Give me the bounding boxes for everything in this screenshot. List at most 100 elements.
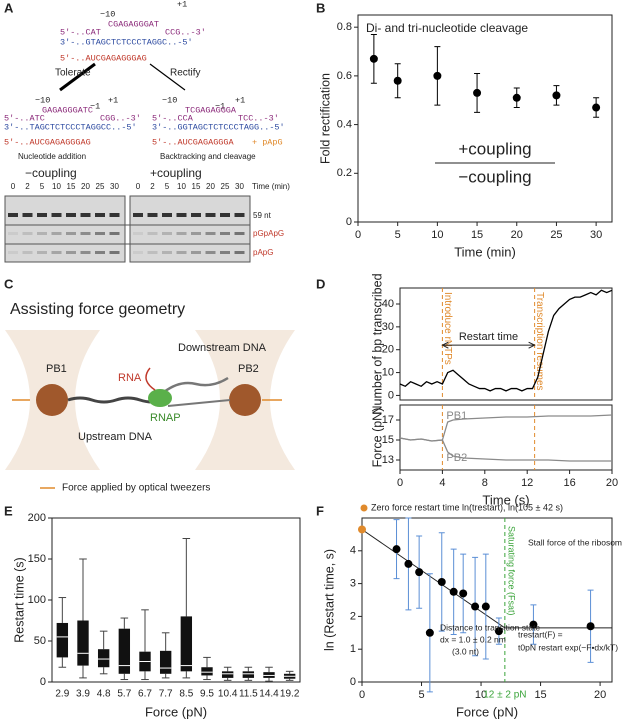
line xyxy=(399,437,612,462)
band xyxy=(162,232,172,235)
x-tick-label: 30 xyxy=(590,229,602,241)
rna xyxy=(145,367,156,391)
point xyxy=(433,71,442,80)
band-label: pApG xyxy=(253,248,273,257)
x-axis-label: Time (min) xyxy=(454,244,516,259)
gel-title: +coupling xyxy=(150,166,202,180)
lane-label: 0 xyxy=(11,182,16,191)
lane-label: 2 xyxy=(25,182,30,191)
x-tick-label: 14.4 xyxy=(259,689,279,700)
point xyxy=(393,76,402,85)
y-tick-label: 17 xyxy=(382,414,394,426)
band xyxy=(191,232,201,235)
y-tick-label: 15 xyxy=(382,434,394,446)
y-tick-label: 200 xyxy=(28,512,46,524)
panel-label: A xyxy=(4,0,14,15)
annotation: t0pN restart exp(−F•dx/kT) xyxy=(518,642,618,652)
band xyxy=(8,251,18,254)
x-tick-label: 2.9 xyxy=(55,689,69,700)
band xyxy=(80,213,91,217)
label: Upstream DNA xyxy=(78,431,153,443)
x-tick-label: 5.7 xyxy=(117,689,131,700)
y-axis-label: Force (pN) xyxy=(370,408,384,468)
pos: +1 xyxy=(177,0,187,9)
point xyxy=(449,587,458,596)
seq: CGAGAGGGAT xyxy=(108,19,159,29)
seq: TCGAGAGGGA xyxy=(185,105,237,115)
box xyxy=(56,622,69,658)
x-tick-label: 11.5 xyxy=(239,689,258,700)
band xyxy=(8,213,18,217)
panel-label: E xyxy=(4,503,13,518)
annotation: Restart time xyxy=(459,331,518,343)
band xyxy=(205,232,216,235)
x-tick-label: 12 xyxy=(521,477,533,489)
lane-label: 10 xyxy=(177,182,186,191)
box xyxy=(242,671,255,678)
pos: −10 xyxy=(100,9,115,19)
lane-label: 15 xyxy=(67,182,76,191)
seq: 5′-..AUCGAGAGGGAG xyxy=(60,53,147,63)
band xyxy=(37,232,47,235)
y-tick-label: 2 xyxy=(350,610,356,622)
x-tick-label: 4.8 xyxy=(97,689,111,700)
label: RNA xyxy=(118,372,142,384)
seq: GAGAGGGATC xyxy=(42,105,93,115)
band xyxy=(37,251,47,254)
band xyxy=(66,251,76,254)
plot-frame xyxy=(357,14,613,223)
pos: −1 xyxy=(90,101,100,111)
annotation: Introduce rNTPs xyxy=(442,292,453,365)
x-tick-label: 20 xyxy=(511,229,523,241)
point xyxy=(392,545,401,554)
y-tick-label: 0 xyxy=(350,676,356,688)
band-label: pGpApG xyxy=(253,229,284,238)
x-tick-label: 5 xyxy=(395,229,401,241)
y-tick-label: 0 xyxy=(346,216,352,228)
annotation: Distance to transition state xyxy=(440,622,540,632)
band xyxy=(133,232,143,235)
panel-label: B xyxy=(316,0,325,15)
y-tick-label: 3 xyxy=(350,578,356,590)
line xyxy=(399,414,613,442)
plot-frame xyxy=(399,287,613,401)
band xyxy=(162,213,172,217)
y-tick-label: 10 xyxy=(382,366,394,378)
x-tick-label: 15 xyxy=(534,689,546,701)
legend: PB1 xyxy=(446,410,467,422)
x-tick-label: 10 xyxy=(475,689,487,701)
pos: −10 xyxy=(35,95,50,105)
seq: 3′-..GGTAGCTCTCCCTAGG..-5′ xyxy=(152,122,285,132)
band xyxy=(162,251,172,254)
annotation: −coupling xyxy=(458,167,531,186)
y-tick-label: 50 xyxy=(34,635,46,647)
seq: 3′-..TAGCTCTCCCTAGGCC..-5′ xyxy=(4,122,137,132)
label: PB2 xyxy=(238,363,259,375)
y-tick-label: 4 xyxy=(350,545,356,557)
point xyxy=(529,620,538,629)
band xyxy=(234,213,245,217)
x-tick-label: 15 xyxy=(471,229,483,241)
dna xyxy=(163,376,229,394)
band xyxy=(22,232,33,235)
band xyxy=(133,213,143,217)
legend: PB2 xyxy=(446,452,467,464)
panel-title: Assisting force geometry xyxy=(10,301,185,318)
y-tick-label: 0.2 xyxy=(337,167,352,179)
band xyxy=(109,232,120,235)
annotation: (3.0 nt) xyxy=(452,646,479,656)
y-tick-label: 100 xyxy=(28,594,46,606)
gel-title: −coupling xyxy=(25,166,77,180)
annotation: Saturating force (Fsat) xyxy=(506,526,516,616)
lane-label: 30 xyxy=(235,182,244,191)
legend: Force applied by optical tweezers xyxy=(62,483,210,494)
y-tick-label: 0.8 xyxy=(337,21,352,33)
x-tick-label: 9.5 xyxy=(200,689,214,700)
point xyxy=(473,88,482,97)
band xyxy=(176,232,187,235)
lane-label: 0 xyxy=(136,182,141,191)
band xyxy=(220,251,230,254)
x-tick-label: 5 xyxy=(418,689,424,701)
x-tick-label: 4 xyxy=(439,477,445,489)
seq: CCG..-3′ xyxy=(165,27,206,37)
